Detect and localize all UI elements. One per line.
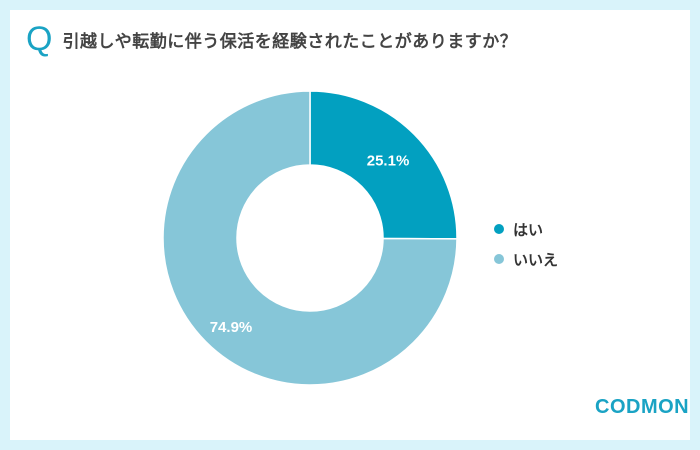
legend-label: いいえ bbox=[513, 250, 559, 269]
question-header: Q 引越しや転勤に伴う保活を経験されたことがありますか？ bbox=[26, 22, 517, 56]
legend-item-yes: はい bbox=[494, 214, 558, 244]
legend-item-no: いいえ bbox=[494, 244, 558, 274]
slice-label-no: 74.9% bbox=[210, 319, 253, 336]
legend-dot-icon bbox=[494, 224, 504, 234]
slice-label-yes: 25.1% bbox=[367, 152, 410, 169]
legend-label: はい bbox=[513, 220, 544, 239]
page-title: 引越しや転勤に伴う保活を経験されたことがありますか？ bbox=[62, 31, 518, 52]
slice-yes bbox=[309, 90, 458, 240]
legend: はい いいえ bbox=[494, 214, 558, 274]
legend-dot-icon bbox=[494, 254, 504, 264]
slice-no bbox=[162, 90, 458, 386]
codmon-logo: CODMON bbox=[595, 396, 690, 418]
q-mark: Q bbox=[26, 20, 53, 58]
